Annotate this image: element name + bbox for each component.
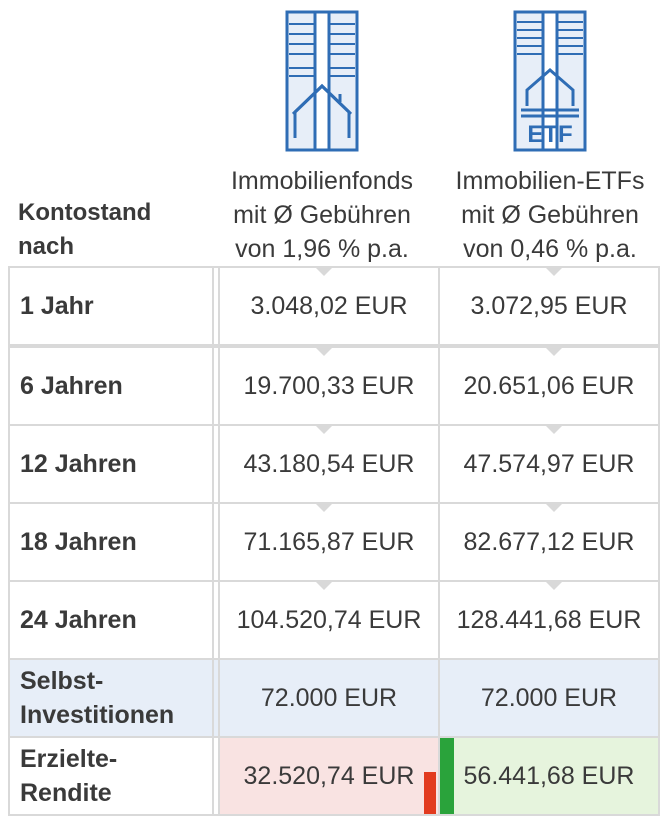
notch — [314, 580, 334, 590]
value-etf: 72.000 EUR — [438, 660, 658, 736]
row-label-text: Investitionen — [20, 701, 175, 729]
divider — [212, 268, 218, 344]
notch — [544, 266, 564, 276]
value-etf: 20.651,06 EUR — [438, 348, 658, 424]
column-header-line: Immobilien-ETFs — [455, 167, 645, 195]
notch — [314, 502, 334, 512]
divider — [212, 582, 218, 658]
notch — [544, 580, 564, 590]
column-header-line: von 0,46 % p.a. — [463, 235, 637, 263]
notch — [544, 424, 564, 434]
value-fonds: 43.180,54 EUR — [218, 426, 438, 502]
notch — [314, 266, 334, 276]
row-label: 6 Jahren — [10, 348, 212, 424]
divider — [212, 504, 218, 580]
value-etf: 47.574,97 EUR — [438, 426, 658, 502]
row-label-text: Rendite — [20, 779, 112, 807]
divider — [212, 660, 218, 736]
column-header-line: mit Ø Gebühren — [233, 201, 411, 229]
row-header-label: Kontostand nach — [18, 196, 151, 264]
divider — [212, 348, 218, 424]
row-header-line: nach — [18, 233, 75, 260]
column-header-line: von 1,96 % p.a. — [235, 235, 409, 263]
row-label: Selbst- Investitionen — [10, 660, 212, 736]
table-row-investments: Selbst- Investitionen 72.000 EUR 72.000 … — [8, 658, 660, 738]
divider — [212, 426, 218, 502]
notch — [544, 346, 564, 356]
value-fonds: 3.048,02 EUR — [218, 268, 438, 344]
value-fonds: 32.520,74 EUR — [218, 738, 438, 814]
row-label: Erzielte- Rendite — [10, 738, 212, 814]
row-label-text: Selbst- — [20, 667, 104, 695]
value-fonds: 71.165,87 EUR — [218, 504, 438, 580]
row-label: 18 Jahren — [10, 504, 212, 580]
column-header-line: Immobilienfonds — [230, 167, 414, 195]
value-etf: 3.072,95 EUR — [438, 268, 658, 344]
divider — [212, 738, 218, 814]
value-etf: 56.441,68 EUR — [438, 738, 658, 814]
table-row: 1 Jahr 3.048,02 EUR 3.072,95 EUR — [8, 266, 660, 346]
row-label-text: 1 Jahr — [20, 292, 94, 320]
value-etf: 128.441,68 EUR — [438, 582, 658, 658]
table-row-return: Erzielte- Rendite 32.520,74 EUR 56.441,6… — [8, 736, 660, 816]
row-label: 24 Jahren — [10, 582, 212, 658]
building-etf-icon: ETF — [513, 10, 587, 157]
column-header-line: mit Ø Gebühren — [461, 201, 639, 229]
row-label-text: 18 Jahren — [20, 528, 137, 556]
table-header: Kontostand nach — [0, 0, 668, 266]
row-label: 1 Jahr — [10, 268, 212, 344]
table-row: 24 Jahren 104.520,74 EUR 128.441,68 EUR — [8, 580, 660, 660]
table-row: 12 Jahren 43.180,54 EUR 47.574,97 EUR — [8, 424, 660, 504]
etf-label: ETF — [527, 121, 572, 148]
notch — [314, 424, 334, 434]
value-fonds: 104.520,74 EUR — [218, 582, 438, 658]
notch — [544, 502, 564, 512]
value-fonds: 72.000 EUR — [218, 660, 438, 736]
row-label-text: 24 Jahren — [20, 606, 137, 634]
value-fonds: 19.700,33 EUR — [218, 348, 438, 424]
row-header-line: Kontostand — [18, 199, 152, 226]
row-label-text: Erzielte- — [20, 745, 118, 773]
value-etf: 82.677,12 EUR — [438, 504, 658, 580]
row-label: 12 Jahren — [10, 426, 212, 502]
table-row: 18 Jahren 71.165,87 EUR 82.677,12 EUR — [8, 502, 660, 582]
row-label-text: 6 Jahren — [20, 372, 123, 400]
return-bar-red — [424, 772, 436, 814]
table-row: 6 Jahren 19.700,33 EUR 20.651,06 EUR — [8, 346, 660, 426]
row-label-text: 12 Jahren — [20, 450, 137, 478]
return-bar-green — [440, 738, 454, 814]
building-icon — [285, 10, 359, 157]
notch — [314, 346, 334, 356]
